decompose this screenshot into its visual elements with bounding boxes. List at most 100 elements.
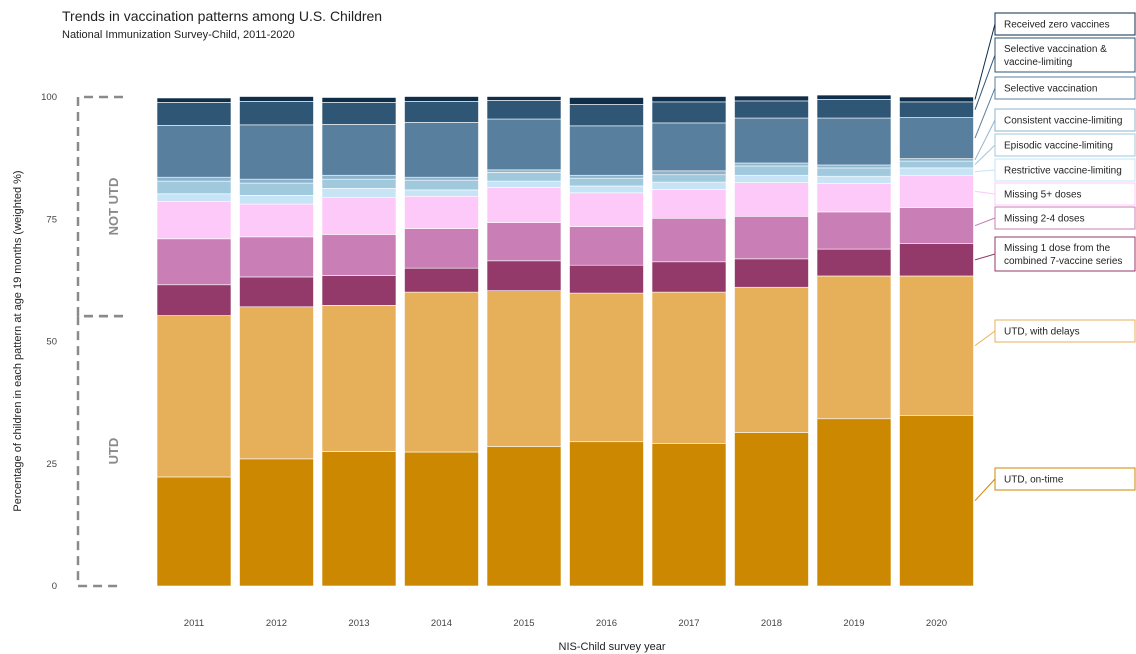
bar-segment (734, 165, 809, 176)
bar-segment (734, 182, 809, 217)
bar-segment (321, 234, 397, 276)
legend-connector (974, 23, 996, 100)
x-tick-label: 2018 (761, 618, 782, 629)
chart-subtitle: National Immunization Survey-Child, 2011… (62, 29, 295, 41)
legend-box (994, 158, 1136, 182)
legend-box (994, 319, 1136, 343)
bar-segment (239, 236, 314, 278)
bar-segment (899, 415, 974, 587)
bar-segment (404, 291, 479, 453)
bar-segment (734, 286, 809, 433)
bar-segment (156, 238, 232, 286)
bar-segment (239, 203, 314, 238)
bar-segment (156, 284, 232, 316)
bar-segment (486, 180, 562, 188)
bar-segment (899, 207, 974, 245)
bar-segment (816, 418, 892, 587)
bar-segment (404, 189, 479, 197)
bar-segment (899, 174, 974, 208)
bar-segment (486, 169, 562, 173)
bar-segment (239, 96, 314, 102)
bar-segment (404, 228, 479, 269)
bar-segment (156, 193, 232, 202)
bar-segment (321, 174, 397, 180)
y-tick-label: 25 (46, 459, 57, 470)
bar-segment (486, 172, 562, 182)
legend-connector (974, 169, 996, 173)
x-tick-label: 2011 (184, 618, 204, 629)
bar-segment (816, 175, 892, 184)
x-tick-label: 2012 (266, 618, 287, 629)
bar-segment (899, 275, 974, 416)
bar-segment (321, 97, 397, 103)
legend-box (994, 37, 1136, 73)
legend-label: Consistent vaccine-limiting (1004, 116, 1122, 127)
bar-segment (486, 118, 562, 171)
chart-title: Trends in vaccination patterns among U.S… (62, 8, 382, 24)
bar-segment (651, 217, 727, 263)
bar-segment (734, 162, 809, 167)
bar-segment (156, 476, 232, 587)
group-brackets: UTD NOT UTD (76, 95, 123, 588)
bar-segment (569, 441, 644, 587)
bar-segment (321, 188, 397, 198)
legend-box (994, 133, 1136, 157)
bar-segment (321, 305, 397, 452)
bar-segment (156, 125, 232, 178)
y-tick-label: 75 (46, 214, 57, 225)
x-tick-label: 2017 (678, 618, 699, 629)
bar-segment (569, 292, 644, 443)
bar-segment (651, 189, 727, 219)
bar-segment (734, 174, 809, 183)
bar-segment (569, 264, 644, 294)
bar-segment (404, 195, 479, 229)
y-axis-ticks: 0 25 50 75 100 (41, 92, 57, 592)
bar-segment (239, 306, 314, 460)
bar-segment (321, 124, 397, 176)
bar-segment (486, 96, 562, 101)
legend-label: vaccine-limiting (1004, 57, 1072, 68)
legend-label: combined 7-vaccine series (1004, 256, 1122, 267)
bar-segment (404, 96, 479, 102)
bar-segment (651, 261, 727, 293)
group-bracket (76, 95, 123, 318)
bar-segment (651, 443, 727, 587)
bar-segment (404, 101, 479, 123)
bar-segment (899, 101, 974, 118)
x-tick-label: 2015 (513, 618, 534, 629)
legend-label: UTD, with delays (1004, 327, 1080, 338)
bar-segment (651, 174, 727, 183)
bar-segment (239, 101, 314, 126)
bar-segment (569, 97, 644, 105)
legend-label: Missing 2-4 doses (1004, 214, 1085, 225)
legend-connector (974, 217, 996, 227)
bar-segment (899, 117, 974, 159)
bar-segment (486, 222, 562, 262)
legend-box (994, 236, 1136, 272)
bar-segment (816, 275, 892, 420)
bar-segment (651, 122, 727, 172)
bar-segment (404, 451, 479, 587)
bar-segment (899, 243, 974, 277)
legend-label: Received zero vaccines (1004, 20, 1110, 31)
legend-label: UTD, on-time (1004, 475, 1064, 486)
bar-segment (321, 196, 397, 235)
x-tick-label: 2014 (431, 618, 452, 629)
legend-label: Selective vaccination & (1004, 44, 1107, 55)
legend-box (994, 76, 1136, 100)
bar-segment (569, 177, 644, 187)
bar-segment (321, 451, 397, 587)
bar-segment (899, 158, 974, 162)
legend-connector (974, 190, 996, 195)
legend-connector (974, 478, 996, 502)
x-tick-label: 2016 (596, 618, 617, 629)
bar-segment (486, 100, 562, 120)
legend-connector (974, 119, 996, 161)
legend-box (994, 182, 1136, 206)
x-tick-label: 2013 (348, 618, 369, 629)
bar-segment (651, 181, 727, 190)
legend-connector (974, 253, 996, 261)
bar-segment (156, 201, 232, 240)
legend-label: Restrictive vaccine-limiting (1004, 166, 1122, 177)
